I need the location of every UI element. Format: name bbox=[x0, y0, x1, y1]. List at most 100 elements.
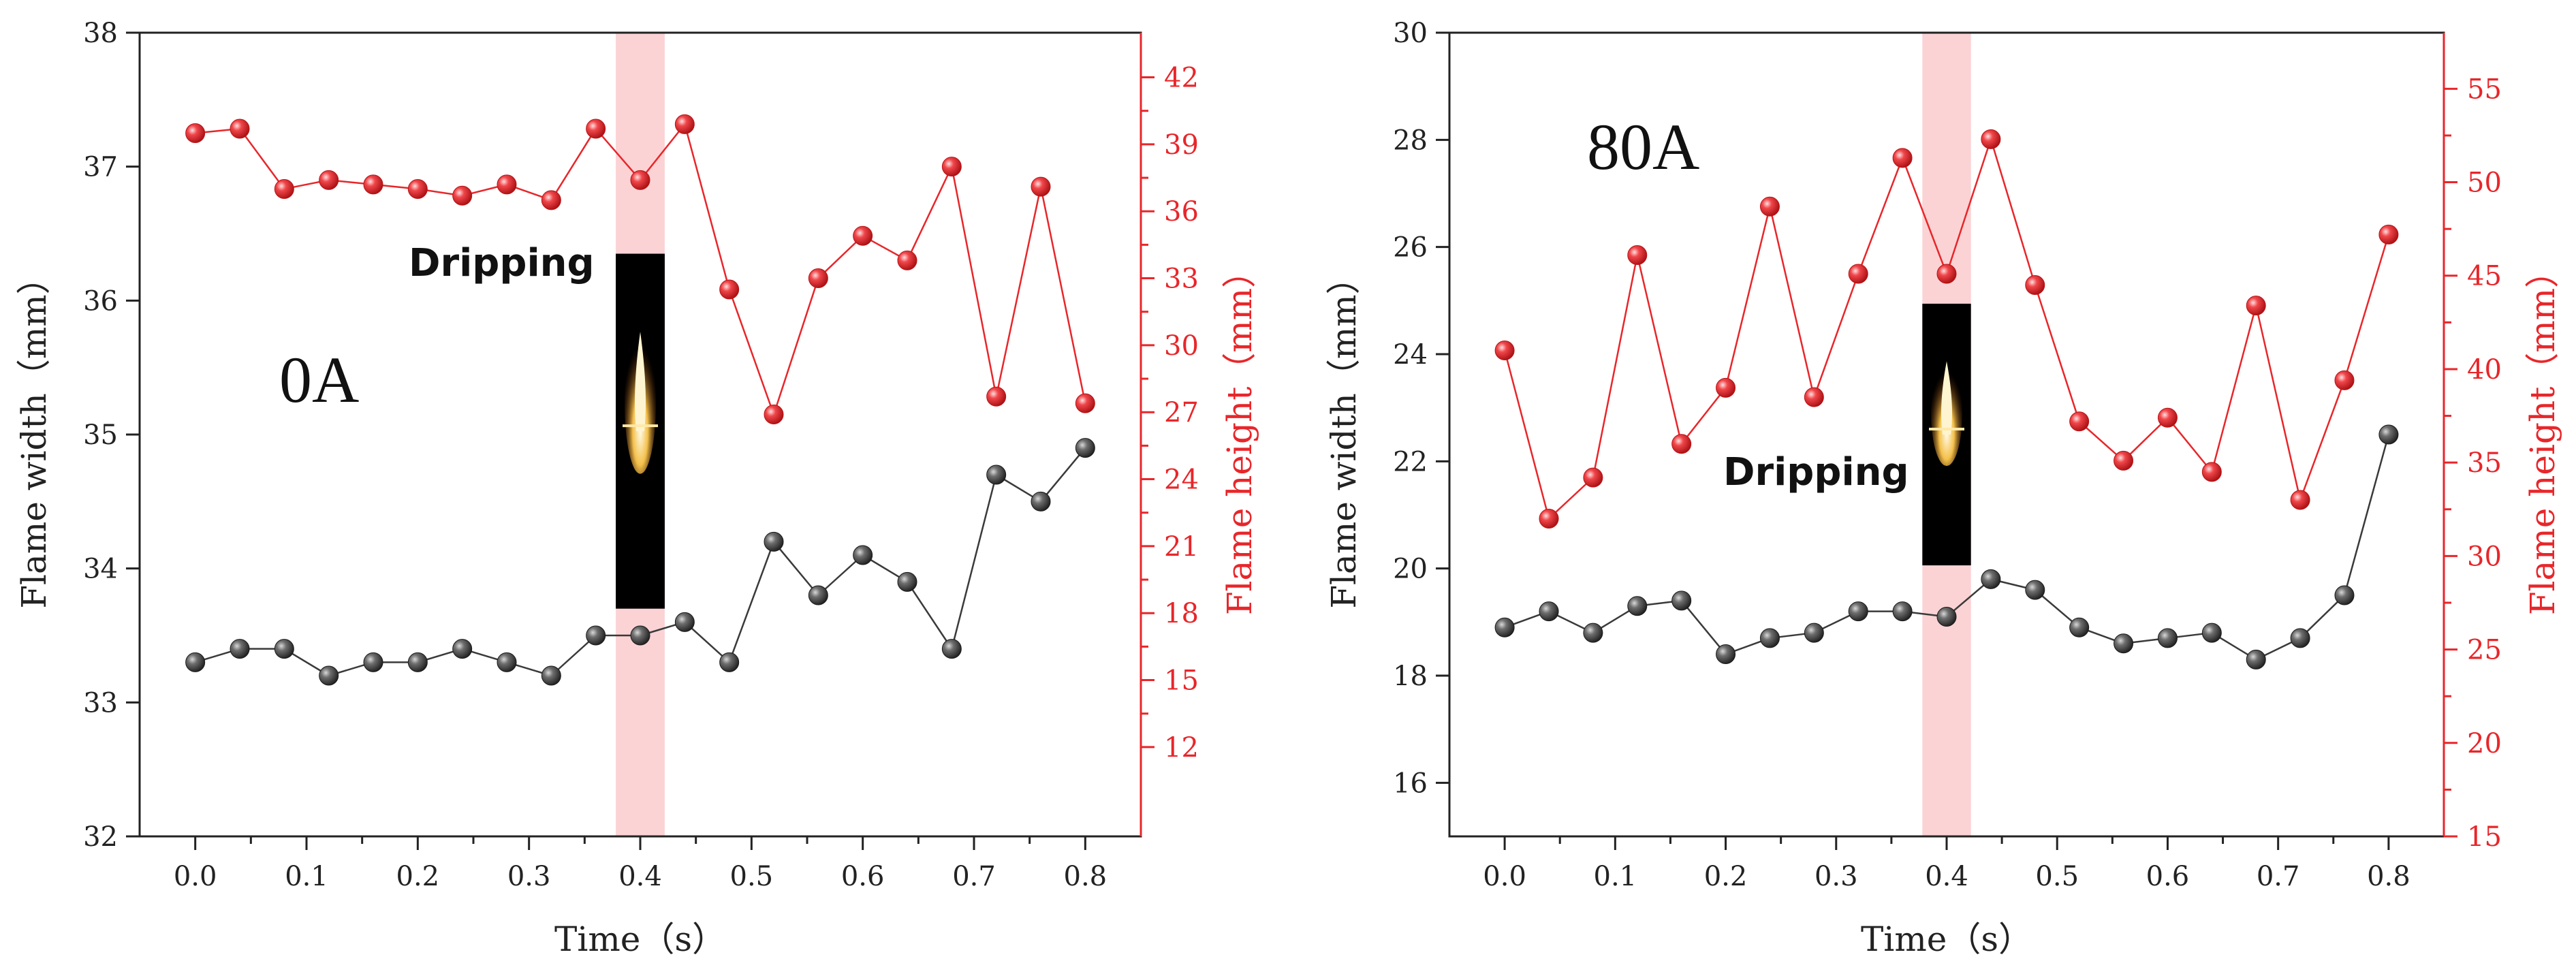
flame-height-point bbox=[1075, 393, 1095, 413]
flame-height-point bbox=[853, 225, 873, 246]
flame-width-point bbox=[2290, 628, 2310, 648]
x-tick-label: 0.2 bbox=[396, 861, 440, 892]
flame-width-point bbox=[1716, 644, 1736, 665]
flame-width-point bbox=[1759, 628, 1780, 648]
x-tick-label: 0.0 bbox=[174, 861, 217, 892]
flame-height-point bbox=[2114, 450, 2134, 471]
right-axis-title: Flame height（mm） bbox=[1220, 254, 1259, 615]
flame-width-point bbox=[541, 665, 561, 686]
flame-height-point bbox=[941, 157, 962, 177]
left-y-tick-label: 28 bbox=[1393, 125, 1428, 156]
left-y-tick-label: 32 bbox=[83, 821, 118, 853]
flame-height-point bbox=[2069, 411, 2090, 432]
flame-height-point bbox=[2246, 296, 2266, 316]
flame-height-point bbox=[897, 250, 917, 270]
flame-width-point bbox=[764, 531, 784, 552]
flame-width-point bbox=[407, 652, 428, 672]
x-tick-label: 0.3 bbox=[1815, 861, 1858, 892]
x-axis-title: Time（s） bbox=[1861, 919, 2032, 959]
x-axis-title: Time（s） bbox=[554, 919, 726, 959]
right-y-tick-label: 30 bbox=[1164, 330, 1199, 362]
left-y-tick-label: 37 bbox=[83, 152, 118, 183]
flame-height-point bbox=[1804, 387, 1824, 407]
right-y-tick-label: 42 bbox=[1164, 63, 1199, 94]
x-tick-label: 0.3 bbox=[507, 861, 551, 892]
chart-panel-80A: Dripping 80A 0.0 0.1 0.2 0.3 0.4 0.5 0.6 0.7 0.8… bbox=[1324, 18, 2562, 959]
left-y-tick-label: 26 bbox=[1393, 232, 1428, 264]
right-y-tick-label: 12 bbox=[1164, 732, 1199, 764]
right-y-tick-label: 39 bbox=[1164, 129, 1199, 161]
x-tick-label: 0.7 bbox=[2257, 861, 2300, 892]
flame-height-point bbox=[1627, 245, 1648, 266]
dripping-label: Dripping bbox=[1723, 450, 1909, 494]
flame-width-point bbox=[2025, 580, 2045, 600]
left-y-tick-label: 33 bbox=[83, 687, 118, 719]
flame-height-point bbox=[1848, 264, 1868, 284]
flame-height-point bbox=[2157, 407, 2178, 428]
left-y-tick-label: 35 bbox=[83, 420, 118, 451]
flame-height-point bbox=[1583, 467, 1603, 488]
flame-width-point bbox=[1671, 591, 1692, 611]
flame-height-point bbox=[2201, 462, 2222, 482]
flame-width-point bbox=[452, 639, 473, 659]
flame-width-point bbox=[1804, 623, 1824, 643]
left-y-tick-label: 18 bbox=[1393, 661, 1428, 692]
flame-width-point bbox=[2246, 649, 2266, 670]
flame-width-point bbox=[853, 545, 873, 565]
flame-height-point bbox=[1494, 341, 1515, 361]
flame-height-point bbox=[274, 178, 294, 199]
flame-width-point bbox=[986, 465, 1007, 485]
x-tick-label: 0.8 bbox=[1064, 861, 1108, 892]
chart-panel-0A: Dripping 0A 0.0 0.1 0.2 0.3 0.4 0.5 0.6 0.7 0.8 3… bbox=[14, 18, 1259, 959]
flame-width-point bbox=[363, 652, 383, 672]
flame-height-point bbox=[1759, 196, 1780, 217]
flame-width-point bbox=[319, 665, 339, 686]
flame-width-point bbox=[274, 639, 294, 659]
flame-width-point bbox=[1494, 617, 1515, 637]
flame-height-point bbox=[674, 114, 695, 134]
left-y-tick-label: 30 bbox=[1393, 18, 1428, 49]
flame-width-point bbox=[2114, 633, 2134, 654]
flame-width-point bbox=[2201, 623, 2222, 643]
right-y-tick-label: 27 bbox=[1164, 397, 1199, 428]
left-y-tick-label: 22 bbox=[1393, 446, 1428, 477]
flame-width-point bbox=[1936, 606, 1957, 627]
flame-width-point bbox=[1981, 569, 2001, 589]
flame-height-point bbox=[586, 119, 606, 139]
x-tick-label: 0.6 bbox=[2146, 861, 2190, 892]
x-tick-label: 0.4 bbox=[618, 861, 662, 892]
flame-height-point bbox=[2334, 370, 2355, 390]
flame-height-point bbox=[2378, 224, 2399, 245]
flame-height-point bbox=[452, 185, 473, 206]
flame-height-point bbox=[363, 174, 383, 195]
flame-width-point bbox=[185, 652, 206, 672]
flame-height-point bbox=[185, 123, 206, 143]
flame-width-point bbox=[630, 625, 650, 646]
flame-width-point bbox=[230, 639, 250, 659]
right-y-tick-label: 40 bbox=[2467, 354, 2502, 385]
right-y-tick-label: 35 bbox=[2467, 447, 2502, 479]
x-tick-label: 0.5 bbox=[2035, 861, 2079, 892]
flame-width-point bbox=[2378, 424, 2399, 445]
flame-height-point bbox=[319, 170, 339, 190]
flame-height-point bbox=[719, 279, 740, 300]
flame-height-point bbox=[2025, 274, 2045, 295]
flame-height-point bbox=[541, 190, 561, 210]
left-y-tick-label: 38 bbox=[83, 18, 118, 49]
right-y-tick-label: 15 bbox=[1164, 665, 1199, 697]
flame-width-point bbox=[1539, 601, 1559, 622]
flame-height-point bbox=[1716, 377, 1736, 398]
flame-height-point bbox=[2290, 490, 2310, 510]
flame-width-point bbox=[497, 652, 517, 672]
x-tick-label: 0.6 bbox=[841, 861, 885, 892]
x-tick-label: 0.7 bbox=[952, 861, 996, 892]
left-axis-title: Flame width（mm） bbox=[14, 260, 54, 608]
flame-width-point bbox=[1075, 438, 1095, 458]
left-y-tick-label: 16 bbox=[1393, 768, 1428, 799]
right-y-tick-label: 33 bbox=[1164, 264, 1199, 295]
right-axis-title: Flame height（mm） bbox=[2523, 254, 2562, 615]
right-y-tick-label: 50 bbox=[2467, 168, 2502, 199]
left-axis-title: Flame width（mm） bbox=[1324, 260, 1364, 608]
flame-width-point bbox=[941, 639, 962, 659]
right-y-tick-label: 15 bbox=[2467, 821, 2502, 853]
